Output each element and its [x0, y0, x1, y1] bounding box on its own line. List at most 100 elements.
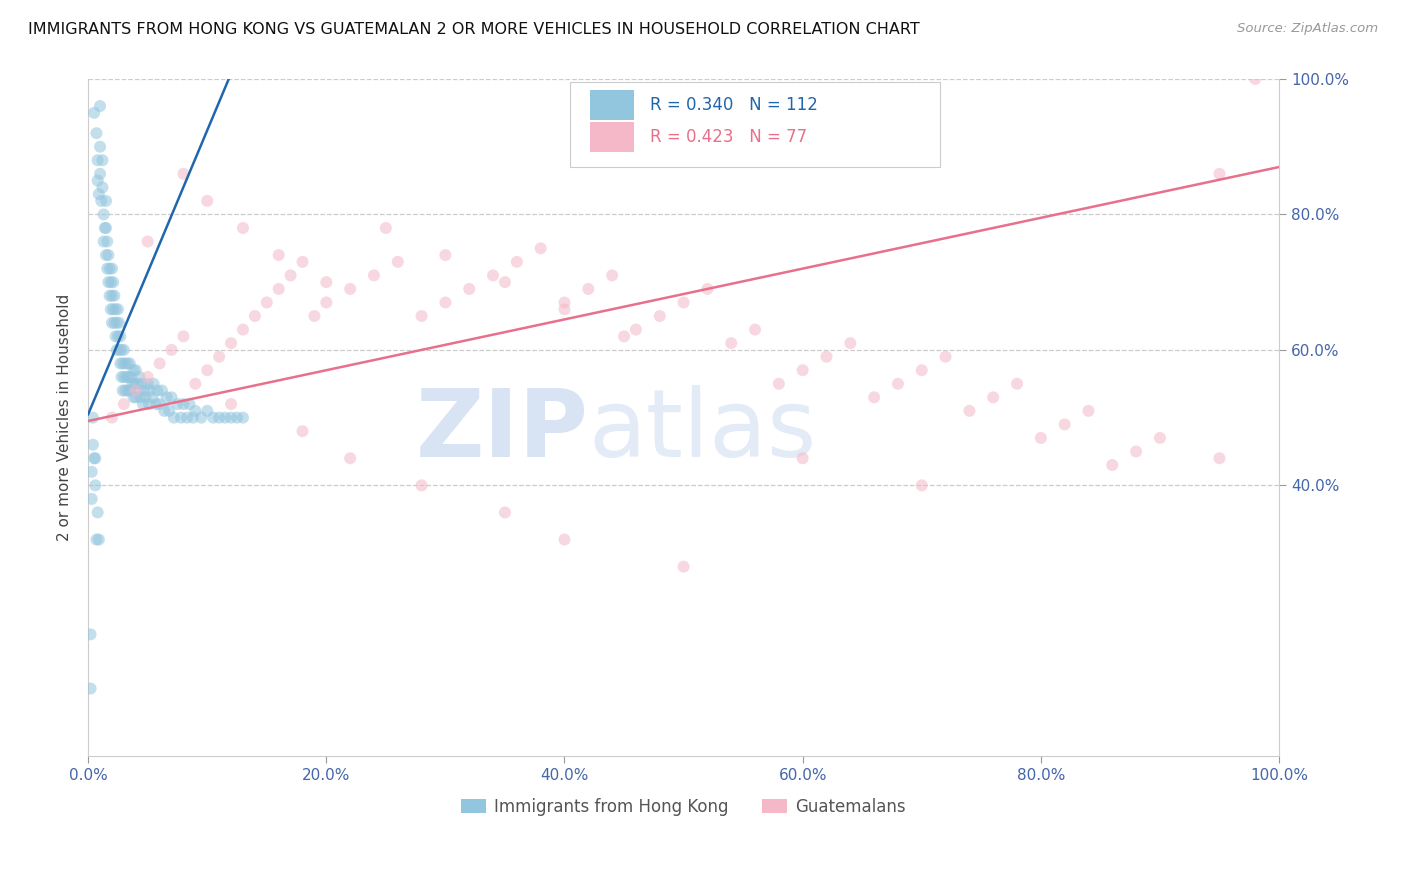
Point	[166, 397, 188, 411]
Point	[163, 410, 186, 425]
Point	[89, 99, 111, 113]
Point	[83, 451, 105, 466]
Point	[90, 194, 112, 208]
Point	[112, 397, 135, 411]
Point	[768, 376, 790, 391]
Point	[553, 533, 575, 547]
Point	[411, 478, 433, 492]
Point	[149, 356, 172, 370]
FancyBboxPatch shape	[589, 90, 634, 120]
Point	[494, 275, 516, 289]
Point	[112, 370, 135, 384]
Point	[86, 173, 108, 187]
Point	[108, 343, 131, 357]
Point	[172, 397, 194, 411]
Point	[179, 397, 201, 411]
Point	[117, 384, 139, 398]
Point	[96, 235, 118, 249]
Point	[82, 438, 104, 452]
Point	[815, 350, 838, 364]
Point	[94, 248, 117, 262]
Point	[112, 343, 135, 357]
Point	[957, 404, 980, 418]
Point	[79, 627, 101, 641]
FancyBboxPatch shape	[589, 122, 634, 153]
Point	[1101, 458, 1123, 472]
Point	[613, 329, 636, 343]
Point	[981, 390, 1004, 404]
Point	[127, 384, 149, 398]
Point	[195, 363, 218, 377]
Point	[720, 336, 742, 351]
Point	[114, 384, 136, 398]
Point	[672, 295, 695, 310]
Point	[243, 309, 266, 323]
Point	[87, 533, 110, 547]
Point	[315, 295, 337, 310]
Point	[176, 410, 198, 425]
Point	[170, 410, 193, 425]
Point	[172, 167, 194, 181]
Point	[226, 410, 249, 425]
Point	[121, 376, 143, 391]
Point	[145, 397, 167, 411]
Point	[110, 356, 132, 370]
Point	[87, 187, 110, 202]
Point	[1149, 431, 1171, 445]
Point	[146, 384, 169, 398]
Point	[86, 505, 108, 519]
Point	[118, 384, 141, 398]
Point	[232, 322, 254, 336]
Point	[110, 343, 132, 357]
Legend: Immigrants from Hong Kong, Guatemalans: Immigrants from Hong Kong, Guatemalans	[454, 791, 912, 822]
Point	[315, 275, 337, 289]
Point	[374, 221, 396, 235]
Point	[219, 336, 242, 351]
Point	[94, 221, 117, 235]
Point	[291, 424, 314, 438]
Point	[134, 384, 156, 398]
Point	[94, 194, 117, 208]
Point	[138, 397, 160, 411]
Point	[117, 370, 139, 384]
Point	[624, 322, 647, 336]
Point	[136, 370, 159, 384]
Point	[232, 410, 254, 425]
Point	[672, 559, 695, 574]
Point	[863, 390, 886, 404]
Point	[118, 356, 141, 370]
Point	[214, 410, 236, 425]
Point	[98, 261, 121, 276]
Point	[184, 404, 207, 418]
Point	[104, 302, 127, 317]
Point	[84, 478, 107, 492]
Point	[184, 376, 207, 391]
Point	[96, 261, 118, 276]
Point	[150, 384, 173, 398]
Point	[648, 309, 671, 323]
Point	[267, 248, 290, 262]
Point	[136, 376, 159, 391]
Point	[792, 451, 814, 466]
Point	[125, 363, 148, 377]
Point	[157, 404, 180, 418]
Text: ZIP: ZIP	[415, 385, 588, 477]
Point	[91, 153, 114, 168]
Text: atlas: atlas	[588, 385, 817, 477]
Point	[84, 451, 107, 466]
Point	[125, 390, 148, 404]
Point	[530, 241, 553, 255]
Point	[141, 390, 163, 404]
Point	[387, 255, 409, 269]
Point	[111, 384, 134, 398]
Point	[1005, 376, 1028, 391]
Point	[79, 681, 101, 696]
Point	[136, 235, 159, 249]
Point	[101, 316, 124, 330]
Point	[101, 275, 124, 289]
Point	[482, 268, 505, 283]
Point	[195, 404, 218, 418]
Point	[132, 397, 155, 411]
Text: R = 0.340   N = 112: R = 0.340 N = 112	[650, 96, 818, 114]
Point	[101, 261, 124, 276]
